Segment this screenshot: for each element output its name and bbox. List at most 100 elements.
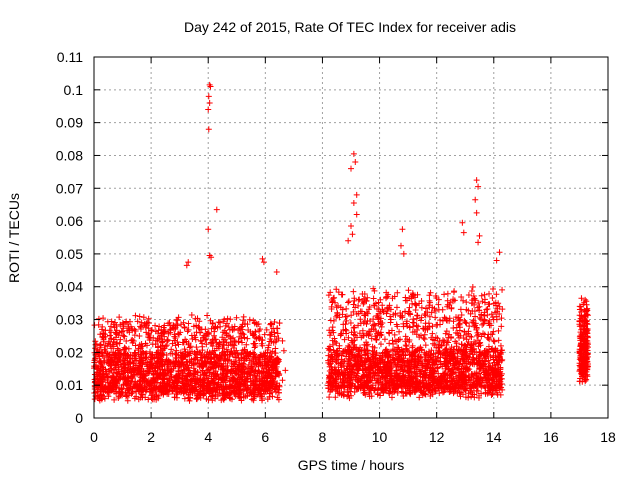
data-point [147, 385, 154, 392]
data-point [221, 342, 228, 349]
data-point [111, 324, 118, 331]
data-point [185, 320, 192, 327]
data-point [252, 328, 259, 335]
y-tick-labels: 00.010.020.030.040.050.060.070.080.090.1… [56, 49, 83, 426]
data-point [463, 306, 470, 313]
data-point [233, 377, 240, 384]
data-point [402, 333, 409, 340]
data-point [104, 318, 111, 325]
data-point [205, 384, 212, 391]
data-point [145, 325, 152, 332]
data-point [457, 306, 464, 313]
data-point [141, 375, 148, 382]
data-point [93, 366, 100, 373]
data-point [164, 379, 171, 386]
data-point [279, 377, 286, 384]
data-point [116, 340, 123, 347]
data-point [223, 373, 230, 380]
y-tick-label: 0.03 [56, 312, 83, 328]
data-point [271, 318, 278, 325]
data-point [164, 337, 171, 344]
data-point [348, 312, 355, 319]
data-point [137, 359, 144, 366]
data-point [178, 321, 185, 328]
data-point [153, 379, 160, 386]
data-point [102, 342, 109, 349]
data-point [97, 383, 104, 390]
data-point [110, 338, 117, 345]
data-point [250, 331, 257, 338]
data-point [116, 329, 123, 336]
data-point [160, 329, 167, 336]
data-point [244, 375, 251, 382]
data-point [239, 321, 246, 328]
data-point [177, 329, 184, 336]
data-point [205, 226, 212, 233]
data-point [247, 389, 254, 396]
data-point [99, 361, 106, 368]
data-point [259, 337, 266, 344]
data-point [170, 322, 177, 329]
data-point [255, 367, 262, 374]
data-point [266, 356, 273, 363]
data-point [212, 368, 219, 375]
data-point [190, 323, 197, 330]
data-point [259, 342, 266, 349]
data-point [255, 321, 262, 328]
data-point [159, 342, 166, 349]
data-point [181, 324, 188, 331]
data-point [120, 365, 127, 372]
data-point [218, 397, 225, 404]
data-point [137, 367, 144, 374]
data-point [102, 366, 109, 373]
data-point [264, 361, 271, 368]
data-point [268, 321, 275, 328]
data-point [251, 320, 258, 327]
data-point [122, 355, 129, 362]
data-point [410, 316, 417, 323]
data-point [201, 370, 208, 377]
data-point [333, 340, 340, 347]
data-point [174, 391, 181, 398]
data-point [193, 396, 200, 403]
data-point [177, 385, 184, 392]
data-point [244, 385, 251, 392]
data-point [465, 292, 472, 299]
data-point [181, 346, 188, 353]
data-point [243, 349, 250, 356]
data-point [96, 371, 103, 378]
data-point [260, 350, 267, 357]
data-point [391, 331, 398, 338]
data-point [462, 319, 469, 326]
data-point [490, 337, 497, 344]
data-point [111, 396, 118, 403]
data-point [406, 304, 413, 311]
data-point [161, 366, 168, 373]
data-point [137, 378, 144, 385]
data-point [149, 351, 156, 358]
data-point [175, 314, 182, 321]
data-point [476, 232, 483, 239]
data-point [154, 375, 161, 382]
data-point [345, 237, 352, 244]
data-point [257, 326, 264, 333]
data-point [194, 360, 201, 367]
data-point [351, 297, 358, 304]
data-point [242, 320, 249, 327]
data-point [405, 287, 412, 294]
data-point [172, 358, 179, 365]
data-point [118, 385, 125, 392]
y-tick-label: 0.06 [56, 213, 83, 229]
data-point [146, 334, 153, 341]
data-point [229, 374, 236, 381]
data-point [100, 315, 107, 322]
data-point [241, 334, 248, 341]
data-point [161, 328, 168, 335]
data-point [335, 302, 342, 309]
data-point [194, 368, 201, 375]
data-point [118, 390, 125, 397]
data-point [274, 380, 281, 387]
data-point [473, 177, 480, 184]
data-point [251, 381, 258, 388]
data-point [129, 375, 136, 382]
